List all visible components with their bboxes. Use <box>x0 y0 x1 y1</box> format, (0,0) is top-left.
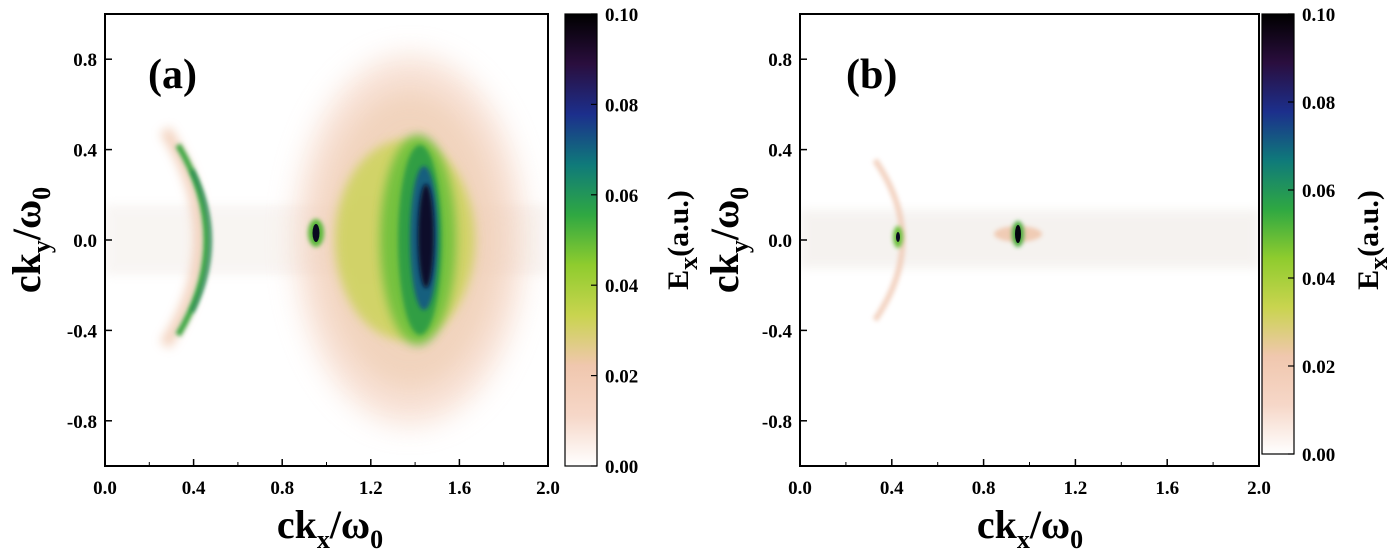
x-ticks-a: 0.0 0.4 0.8 1.2 1.6 2.0 <box>93 459 560 499</box>
panel-a: 0.0 0.4 0.8 1.2 1.6 2.0 -0.8 -0.4 0.0 0.4 0.8 (a)… <box>4 5 703 554</box>
y-tick-label: -0.4 <box>762 321 793 342</box>
y-tick-label: -0.8 <box>67 412 97 433</box>
x-tick-label: 0.4 <box>880 478 904 499</box>
colorbar-tick-label: 0.02 <box>1302 357 1335 378</box>
y-tick-label: 0.0 <box>768 231 792 252</box>
panel-label-b: (b) <box>846 52 897 98</box>
x-tick-label: 0.0 <box>93 478 117 499</box>
x-tick-label: 2.0 <box>1247 478 1271 499</box>
heat-lobe-core <box>418 184 434 288</box>
x-tick-label: 1.2 <box>359 478 383 499</box>
heat-spot <box>312 224 320 242</box>
x-tick-label: 0.8 <box>270 478 294 499</box>
x-tick-label: 0.0 <box>788 478 812 499</box>
x-tick-label: 0.8 <box>972 478 996 499</box>
colorbar-tick-label: 0.10 <box>1302 5 1335 26</box>
x-tick-label: 1.2 <box>1064 478 1088 499</box>
y-tick-label: 0.0 <box>73 231 97 252</box>
colorbar-tick-label: 0.00 <box>1302 445 1335 466</box>
heat-spot-2 <box>1015 225 1021 243</box>
colorbar-label-a: Ex(a.u.) <box>662 190 703 290</box>
y-ticks-a: -0.8 -0.4 0.0 0.4 0.8 <box>67 50 112 433</box>
x-tick-label: 1.6 <box>1155 478 1179 499</box>
y-tick-label: 0.4 <box>73 141 97 162</box>
colorbar-tick-label: 0.10 <box>605 5 638 26</box>
colorbar-ticks-b: 0.00 0.02 0.04 0.06 0.08 0.10 <box>1288 5 1336 466</box>
x-tick-label: 1.6 <box>448 478 472 499</box>
x-axis-label-a: ckx/ω0 <box>277 502 383 554</box>
colorbar-tick-label: 0.08 <box>1302 93 1335 114</box>
heat-arc-core <box>190 169 212 313</box>
colorbar-b <box>1261 13 1295 455</box>
heat-arc-glow <box>159 126 206 349</box>
y-axis-label-b: cky/ω0 <box>702 187 754 293</box>
y-tick-label: 0.4 <box>768 141 792 162</box>
x-axis-label-b: ckx/ω0 <box>977 502 1083 554</box>
colorbar-tick-label: 0.04 <box>1302 269 1336 290</box>
x-ticks-b: 0.0 0.4 0.8 1.2 1.6 2.0 <box>788 459 1271 499</box>
y-tick-label: -0.4 <box>67 321 98 342</box>
colorbar-tick-label: 0.00 <box>605 457 638 478</box>
colorbar-tick-label: 0.08 <box>605 95 638 116</box>
panel-b: 0.0 0.4 0.8 1.2 1.6 2.0 -0.8 -0.4 0.0 0.4 0.8 (b)… <box>702 5 1393 554</box>
y-tick-label: 0.8 <box>73 50 97 71</box>
colorbar-label-b: Ex(a.u.) <box>1352 190 1393 290</box>
colorbar-tick-label: 0.02 <box>605 367 638 388</box>
y-axis-label-a: cky/ω0 <box>4 187 56 293</box>
heat-spot-1 <box>896 232 900 242</box>
heat-arc <box>175 143 210 337</box>
heatmap-b <box>800 158 1259 322</box>
colorbar-a <box>564 13 598 467</box>
y-tick-label: -0.8 <box>762 412 792 433</box>
y-tick-label: 0.8 <box>768 50 792 71</box>
x-tick-label: 0.4 <box>182 478 206 499</box>
heatmap-a <box>105 55 548 425</box>
y-ticks-b: -0.8 -0.4 0.0 0.4 0.8 <box>762 50 807 433</box>
colorbar-tick-label: 0.06 <box>605 186 638 207</box>
panel-label-a: (a) <box>148 52 197 98</box>
colorbar-tick-label: 0.06 <box>1302 181 1335 202</box>
x-tick-label: 2.0 <box>536 478 560 499</box>
colorbar-tick-label: 0.04 <box>605 276 639 297</box>
colorbar-ticks-a: 0.00 0.02 0.04 0.06 0.08 0.10 <box>591 5 639 478</box>
